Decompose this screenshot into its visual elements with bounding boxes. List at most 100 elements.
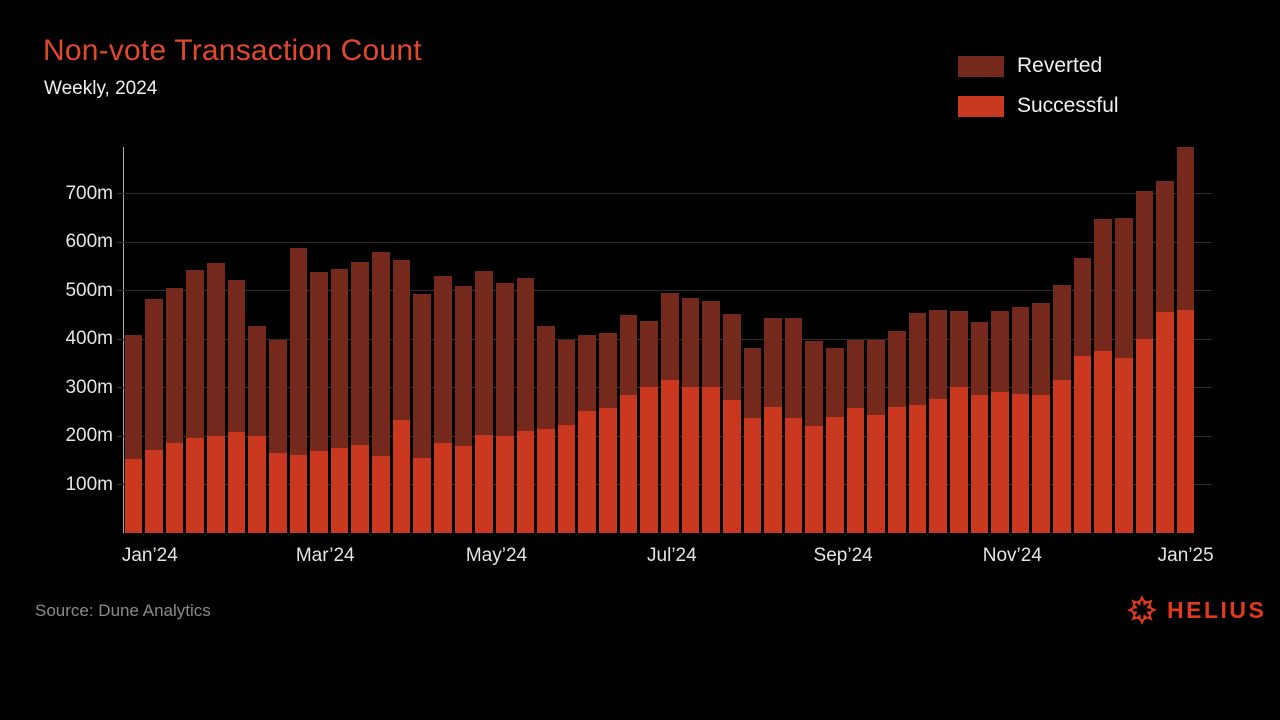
bar-segment-successful[interactable] bbox=[846, 408, 865, 533]
bar-week-8[interactable] bbox=[268, 339, 287, 533]
bar-week-38[interactable] bbox=[887, 331, 906, 533]
bar-week-13[interactable] bbox=[372, 251, 390, 533]
bar-segment-reverted[interactable] bbox=[764, 317, 782, 407]
bar-week-31[interactable] bbox=[743, 347, 762, 533]
bar-week-29[interactable] bbox=[702, 300, 720, 533]
bar-segment-reverted[interactable] bbox=[826, 348, 844, 417]
bar-segment-reverted[interactable] bbox=[1032, 303, 1051, 396]
bar-week-52[interactable] bbox=[1176, 146, 1195, 533]
bar-week-11[interactable] bbox=[330, 268, 349, 533]
bar-segment-reverted[interactable] bbox=[661, 293, 679, 380]
bar-week-37[interactable] bbox=[867, 339, 885, 533]
bar-week-26[interactable] bbox=[640, 320, 658, 533]
bar-week-33[interactable] bbox=[784, 317, 803, 533]
bar-segment-reverted[interactable] bbox=[330, 268, 349, 449]
bar-segment-successful[interactable] bbox=[1156, 312, 1174, 533]
bar-segment-reverted[interactable] bbox=[599, 333, 617, 409]
bar-segment-successful[interactable] bbox=[145, 449, 163, 533]
bar-segment-successful[interactable] bbox=[640, 387, 658, 533]
bar-segment-reverted[interactable] bbox=[475, 270, 493, 436]
bar-segment-reverted[interactable] bbox=[557, 339, 576, 425]
bar-segment-reverted[interactable] bbox=[454, 285, 473, 446]
bar-week-28[interactable] bbox=[681, 297, 700, 533]
bar-segment-reverted[interactable] bbox=[1114, 218, 1133, 359]
bar-segment-reverted[interactable] bbox=[929, 310, 947, 399]
bar-segment-successful[interactable] bbox=[1073, 356, 1092, 533]
bar-segment-reverted[interactable] bbox=[351, 261, 370, 445]
bar-segment-successful[interactable] bbox=[1094, 351, 1112, 533]
bar-week-23[interactable] bbox=[578, 334, 597, 533]
bar-segment-reverted[interactable] bbox=[516, 277, 535, 431]
bar-week-6[interactable] bbox=[227, 280, 246, 533]
bar-segment-reverted[interactable] bbox=[784, 317, 803, 418]
bar-segment-reverted[interactable] bbox=[165, 288, 184, 444]
bar-week-19[interactable] bbox=[495, 283, 514, 533]
bar-segment-successful[interactable] bbox=[227, 432, 246, 533]
bar-segment-reverted[interactable] bbox=[681, 297, 700, 388]
bar-week-5[interactable] bbox=[207, 262, 225, 533]
bar-segment-successful[interactable] bbox=[702, 387, 720, 533]
bar-segment-reverted[interactable] bbox=[413, 293, 431, 458]
bar-segment-reverted[interactable] bbox=[640, 320, 658, 388]
legend-item-successful[interactable]: Successful bbox=[958, 92, 1119, 120]
bar-segment-reverted[interactable] bbox=[908, 313, 927, 405]
bar-week-44[interactable] bbox=[1011, 307, 1030, 533]
bar-week-10[interactable] bbox=[310, 271, 328, 533]
bar-segment-successful[interactable] bbox=[949, 387, 968, 533]
bar-segment-successful[interactable] bbox=[413, 457, 431, 533]
bar-segment-successful[interactable] bbox=[1053, 379, 1071, 533]
bar-segment-successful[interactable] bbox=[826, 416, 844, 533]
bar-segment-reverted[interactable] bbox=[1135, 191, 1154, 339]
bar-segment-reverted[interactable] bbox=[186, 270, 205, 439]
bar-segment-successful[interactable] bbox=[805, 425, 824, 533]
bar-segment-successful[interactable] bbox=[537, 429, 555, 533]
bar-segment-reverted[interactable] bbox=[227, 280, 246, 433]
bar-week-35[interactable] bbox=[826, 348, 844, 533]
bar-segment-successful[interactable] bbox=[619, 395, 638, 533]
bar-segment-successful[interactable] bbox=[268, 453, 287, 533]
bar-week-36[interactable] bbox=[846, 340, 865, 533]
bar-week-27[interactable] bbox=[661, 293, 679, 533]
bar-segment-successful[interactable] bbox=[392, 420, 411, 533]
bar-segment-successful[interactable] bbox=[454, 445, 473, 533]
bar-segment-successful[interactable] bbox=[1176, 309, 1195, 533]
bar-week-3[interactable] bbox=[165, 288, 184, 533]
bar-segment-successful[interactable] bbox=[908, 404, 927, 533]
bar-week-42[interactable] bbox=[970, 322, 989, 533]
bar-segment-reverted[interactable] bbox=[1011, 307, 1030, 395]
bar-segment-reverted[interactable] bbox=[434, 276, 452, 443]
bar-segment-successful[interactable] bbox=[434, 442, 452, 533]
bar-week-9[interactable] bbox=[289, 248, 308, 533]
bar-week-1[interactable] bbox=[124, 335, 143, 533]
bar-segment-reverted[interactable] bbox=[991, 310, 1009, 393]
bar-week-45[interactable] bbox=[1032, 303, 1051, 533]
bar-week-16[interactable] bbox=[434, 276, 452, 533]
bar-segment-successful[interactable] bbox=[1011, 394, 1030, 533]
bar-segment-reverted[interactable] bbox=[702, 300, 720, 388]
bar-week-15[interactable] bbox=[413, 293, 431, 533]
bar-segment-reverted[interactable] bbox=[124, 335, 143, 459]
bar-segment-successful[interactable] bbox=[991, 392, 1009, 533]
bar-segment-reverted[interactable] bbox=[1176, 146, 1195, 310]
bar-segment-successful[interactable] bbox=[764, 406, 782, 533]
bar-segment-successful[interactable] bbox=[207, 435, 225, 533]
bar-segment-successful[interactable] bbox=[186, 438, 205, 533]
bar-week-20[interactable] bbox=[516, 277, 535, 533]
bar-segment-successful[interactable] bbox=[351, 444, 370, 533]
bar-week-2[interactable] bbox=[145, 298, 163, 533]
bar-segment-successful[interactable] bbox=[578, 410, 597, 533]
bar-week-50[interactable] bbox=[1135, 191, 1154, 533]
bar-segment-successful[interactable] bbox=[661, 379, 679, 533]
bar-segment-reverted[interactable] bbox=[537, 326, 555, 430]
bar-segment-reverted[interactable] bbox=[289, 248, 308, 455]
bar-segment-successful[interactable] bbox=[743, 417, 762, 533]
bar-segment-successful[interactable] bbox=[372, 456, 390, 533]
bar-week-43[interactable] bbox=[991, 310, 1009, 533]
bar-segment-successful[interactable] bbox=[289, 454, 308, 533]
bar-segment-successful[interactable] bbox=[1114, 358, 1133, 533]
bar-segment-reverted[interactable] bbox=[1073, 257, 1092, 357]
bar-segment-reverted[interactable] bbox=[268, 339, 287, 454]
bar-segment-reverted[interactable] bbox=[248, 325, 266, 436]
bar-week-24[interactable] bbox=[599, 333, 617, 533]
bar-segment-successful[interactable] bbox=[516, 430, 535, 533]
